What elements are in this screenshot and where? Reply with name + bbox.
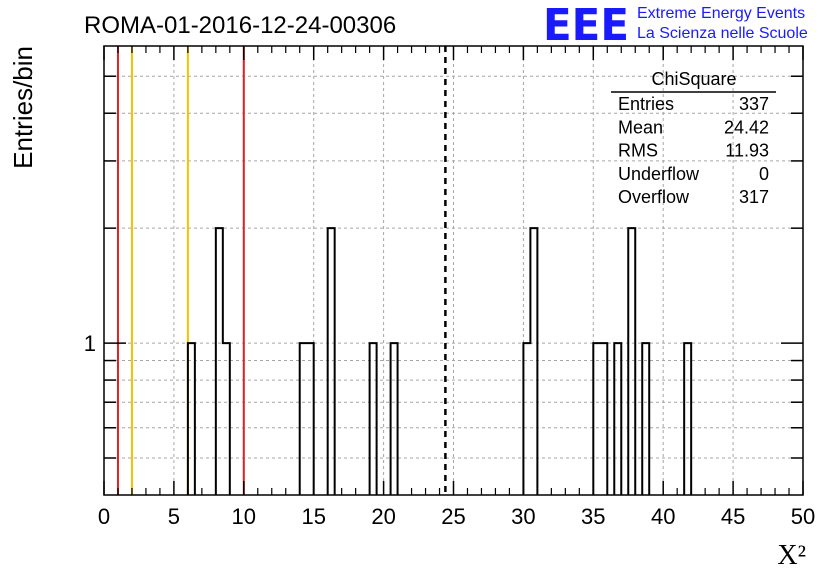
stats-row-label: Mean xyxy=(618,117,663,137)
histogram-bin xyxy=(593,343,600,495)
logo-mark: EEE xyxy=(543,0,629,51)
x-tick-label: 10 xyxy=(232,504,256,529)
reference-lines xyxy=(116,46,447,495)
histogram-bin xyxy=(600,343,607,495)
stats-row-value: 11.93 xyxy=(725,141,769,161)
x-tick-label: 20 xyxy=(371,504,395,529)
x-tick-label: 30 xyxy=(511,504,535,529)
stats-row-value: 317 xyxy=(739,187,769,207)
histogram-bin xyxy=(370,343,377,495)
stats-row-label: Entries xyxy=(618,94,674,114)
histogram-bin xyxy=(642,343,649,495)
x-tick-label: 50 xyxy=(791,504,815,529)
grid xyxy=(104,46,803,495)
x-tick-label: 15 xyxy=(301,504,325,529)
histogram-bin xyxy=(523,343,530,495)
histogram-line xyxy=(186,227,693,495)
histogram-bin xyxy=(216,228,223,495)
x-tick-label: 25 xyxy=(441,504,465,529)
y-tick-label: 1 xyxy=(84,331,96,356)
x-tick-label: 0 xyxy=(98,504,110,529)
stats-row-label: Overflow xyxy=(618,187,690,207)
stats-title: ChiSquare xyxy=(651,69,736,89)
x-tick-label: 5 xyxy=(168,504,180,529)
y-axis-label: Entries/bin xyxy=(8,46,38,169)
histogram-bin xyxy=(307,343,314,495)
stats-row-value: 337 xyxy=(739,94,769,114)
logo-line-1: Extreme Energy Events xyxy=(637,5,805,22)
histogram-bin xyxy=(188,343,195,495)
x-tick-label: 35 xyxy=(581,504,605,529)
histogram-bin xyxy=(391,343,398,495)
axes-ticks: 0 5 10 15 20 25 30 35 40 45 50 1 xyxy=(84,46,815,529)
histogram-bin xyxy=(530,228,537,495)
histogram-bin xyxy=(223,343,230,495)
x-axis-label: X² xyxy=(777,540,806,571)
stats-row-value: 24.42 xyxy=(724,117,769,137)
x-tick-label: 40 xyxy=(651,504,675,529)
stats-row-label: RMS xyxy=(618,141,658,161)
chart-title: ROMA-01-2016-12-24-00306 xyxy=(84,12,396,39)
histogram-bin xyxy=(628,228,635,495)
histogram-bin xyxy=(328,228,335,495)
histogram-bin xyxy=(300,343,307,495)
eee-logo: EEE Extreme Energy Events La Scienza nel… xyxy=(543,0,808,51)
stats-box: ChiSquare Entries 337 Mean 24.42 RMS 11.93 Und… xyxy=(611,69,776,207)
stats-row-value: 0 xyxy=(759,164,769,184)
logo-line-2: La Scienza nelle Scuole xyxy=(637,25,808,42)
stats-rows: Entries 337 Mean 24.42 RMS 11.93 Underflow 0 Ove… xyxy=(618,94,769,207)
x-tick-label: 45 xyxy=(721,504,745,529)
stats-row-label: Underflow xyxy=(618,164,700,184)
histogram-bin xyxy=(684,343,691,495)
histogram-bins xyxy=(188,228,691,495)
histogram-bin xyxy=(614,343,621,495)
